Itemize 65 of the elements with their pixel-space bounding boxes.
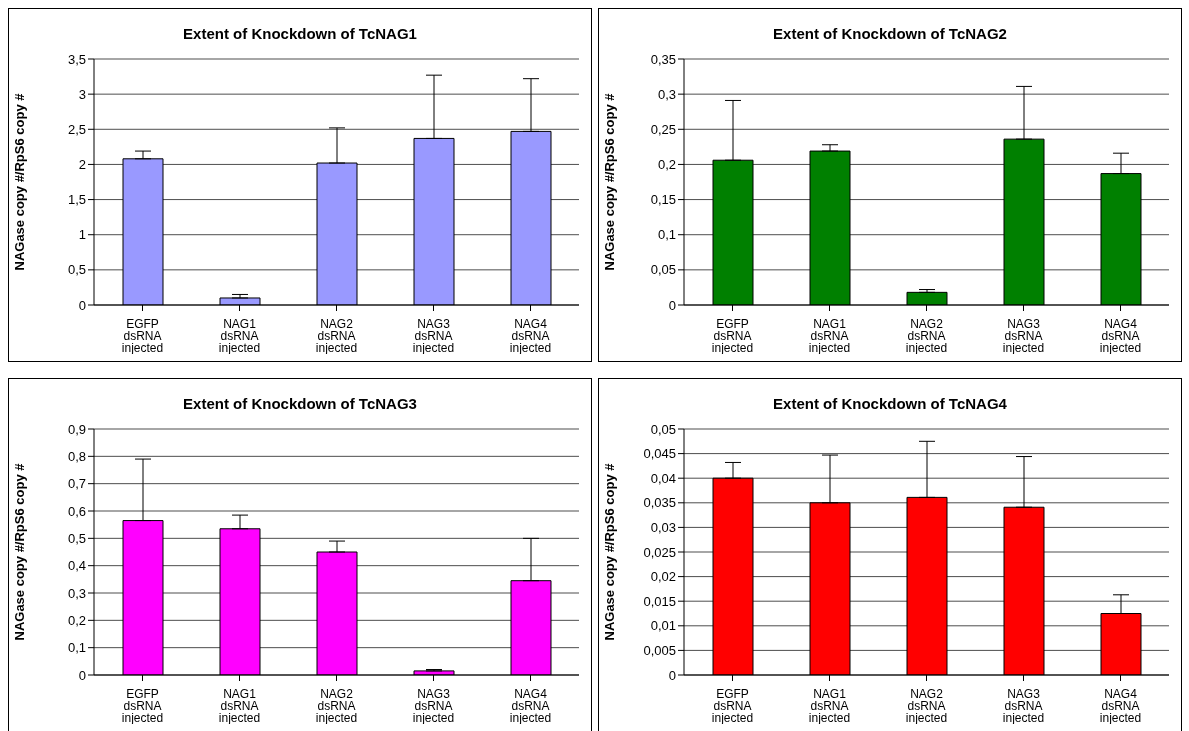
y-axis-title: NAGase copy #/RpS6 copy # xyxy=(601,462,617,641)
y-tick-label: 0 xyxy=(668,297,676,313)
y-tick-label: 0,35 xyxy=(650,51,676,67)
y-tick-label: 0,4 xyxy=(67,558,86,574)
y-tick-label: 0,5 xyxy=(67,530,86,546)
y-tick-label: 0 xyxy=(668,667,676,683)
chart-title: Extent of Knockdown of TcNAG2 xyxy=(772,25,1008,42)
y-tick-label: 0,035 xyxy=(643,495,676,511)
y-axis-title: NAGase copy #/RpS6 copy # xyxy=(601,92,617,271)
y-tick-label: 0,1 xyxy=(657,227,676,243)
x-tick-label: NAG1 dsRNA injected xyxy=(218,686,261,725)
x-tick-label: NAG4 dsRNA injected xyxy=(1099,316,1142,355)
x-tick-label: NAG3 dsRNA injected xyxy=(412,686,455,725)
y-tick-label: 3 xyxy=(78,86,86,102)
y-tick-label: 0,9 xyxy=(67,421,86,437)
y-tick-label: 0,005 xyxy=(643,643,676,659)
y-tick-label: 0,1 xyxy=(67,640,86,656)
x-tick-label: NAG4 dsRNA injected xyxy=(509,686,552,725)
x-tick-label: NAG3 dsRNA injected xyxy=(1002,686,1045,725)
y-tick-label: 0,05 xyxy=(650,262,676,278)
y-tick-label: 1 xyxy=(78,227,86,243)
y-tick-label: 0,015 xyxy=(643,593,676,609)
y-tick-label: 0,6 xyxy=(67,503,86,519)
x-tick-label: NAG4 dsRNA injected xyxy=(1099,686,1142,725)
x-tick-label: NAG1 dsRNA injected xyxy=(808,686,851,725)
chart-title: Extent of Knockdown of TcNAG1 xyxy=(182,25,418,42)
y-axis-title: NAGase copy #/RpS6 copy # xyxy=(11,92,27,271)
y-tick-label: 0,25 xyxy=(650,121,676,137)
y-tick-label: 0,025 xyxy=(643,544,676,560)
y-tick-label: 0,04 xyxy=(650,470,676,486)
x-tick-label: NAG1 dsRNA injected xyxy=(218,316,261,355)
y-tick-label: 0,5 xyxy=(67,262,86,278)
y-axis-title: NAGase copy #/RpS6 copy # xyxy=(11,462,27,641)
x-tick-label: EGFP dsRNA injected xyxy=(121,686,164,725)
y-tick-label: 0,8 xyxy=(67,448,86,464)
y-tick-label: 0,05 xyxy=(650,421,676,437)
chart-title: Extent of Knockdown of TcNAG4 xyxy=(772,395,1008,412)
y-tick-label: 3,5 xyxy=(67,51,86,67)
x-tick-label: NAG3 dsRNA injected xyxy=(1002,316,1045,355)
y-tick-label: 0,15 xyxy=(650,192,676,208)
y-tick-label: 0 xyxy=(78,297,86,313)
y-tick-label: 0,02 xyxy=(650,569,676,585)
x-tick-label: EGFP dsRNA injected xyxy=(711,686,754,725)
x-tick-label: NAG2 dsRNA injected xyxy=(315,316,358,355)
chart-title: Extent of Knockdown of TcNAG3 xyxy=(182,395,418,412)
x-tick-label: NAG2 dsRNA injected xyxy=(905,316,948,355)
y-tick-label: 0,3 xyxy=(67,585,86,601)
y-tick-label: 2,5 xyxy=(67,121,86,137)
y-tick-label: 0,3 xyxy=(657,86,676,102)
y-tick-label: 0,2 xyxy=(657,157,676,173)
y-tick-label: 0,03 xyxy=(650,520,676,536)
y-tick-label: 0,7 xyxy=(67,476,86,492)
x-tick-label: NAG4 dsRNA injected xyxy=(509,316,552,355)
x-tick-label: EGFP dsRNA injected xyxy=(121,316,164,355)
x-tick-label: EGFP dsRNA injected xyxy=(711,316,754,355)
x-tick-label: NAG2 dsRNA injected xyxy=(905,686,948,725)
y-tick-label: 0,01 xyxy=(650,618,676,634)
y-tick-label: 0 xyxy=(78,667,86,683)
x-tick-label: NAG1 dsRNA injected xyxy=(808,316,851,355)
y-tick-label: 0,045 xyxy=(643,446,676,462)
x-tick-label: NAG2 dsRNA injected xyxy=(315,686,358,725)
y-tick-label: 2 xyxy=(78,157,86,173)
y-tick-label: 0,2 xyxy=(67,612,86,628)
y-tick-label: 1,5 xyxy=(67,192,86,208)
x-tick-label: NAG3 dsRNA injected xyxy=(412,316,455,355)
